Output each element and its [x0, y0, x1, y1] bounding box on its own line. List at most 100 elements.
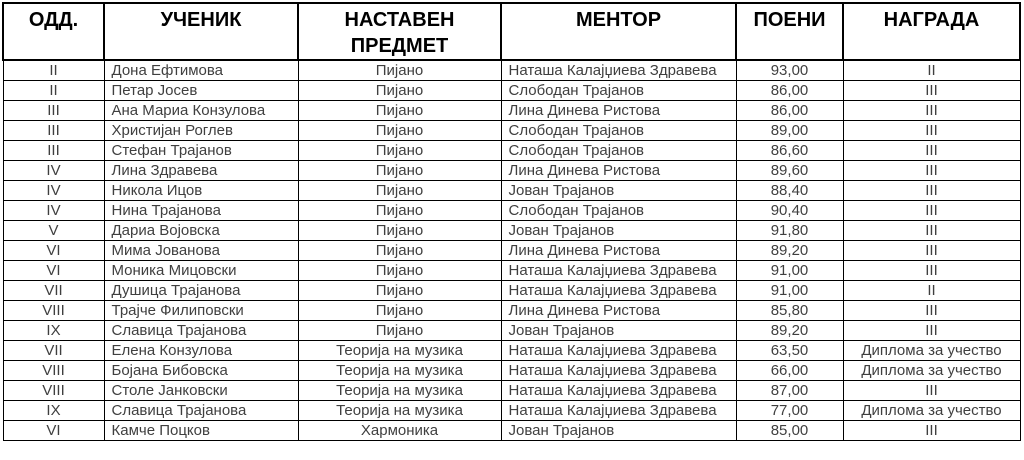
cell-mentor: Лина Динева Ристова [500, 100, 737, 121]
cell-student: Елена Конзулова [103, 340, 299, 361]
cell-grade: IV [2, 200, 105, 221]
cell-mentor: Јован Трајанов [500, 180, 737, 201]
cell-points: 91,00 [735, 260, 844, 281]
cell-points: 86,00 [735, 100, 844, 121]
table-row: V Дариа Војовска Пијано Јован Трајанов 9… [2, 220, 1021, 241]
cell-mentor: Наташа Калајџиева Здравева [500, 59, 737, 81]
cell-points: 89,20 [735, 320, 844, 341]
cell-grade: VI [2, 240, 105, 261]
header-row: ОДД. УЧЕНИК НАСТАВЕН ПРЕДМЕТ МЕНТОР ПОЕН… [2, 2, 1021, 61]
cell-subject: Теорија на музика [297, 340, 502, 361]
cell-student: Столе Јанковски [103, 380, 299, 401]
cell-grade: IV [2, 180, 105, 201]
cell-subject: Пијано [297, 320, 502, 341]
cell-mentor: Лина Динева Ристова [500, 160, 737, 181]
cell-points: 91,80 [735, 220, 844, 241]
cell-grade: IX [2, 400, 105, 421]
cell-points: 90,40 [735, 200, 844, 221]
cell-grade: III [2, 120, 105, 141]
cell-award: III [842, 120, 1021, 141]
table-row: VII Душица Трајанова Пијано Наташа Калај… [2, 280, 1021, 301]
cell-points: 88,40 [735, 180, 844, 201]
cell-award: III [842, 160, 1021, 181]
cell-student: Лина Здравева [103, 160, 299, 181]
cell-subject: Пијано [297, 100, 502, 121]
cell-mentor: Јован Трајанов [500, 220, 737, 241]
cell-student: Душица Трајанова [103, 280, 299, 301]
cell-mentor: Лина Динева Ристова [500, 300, 737, 321]
cell-grade: IX [2, 320, 105, 341]
table-row: IV Никола Ицов Пијано Јован Трајанов 88,… [2, 180, 1021, 201]
table-body: II Дона Ефтимова Пијано Наташа Калајџиев… [2, 59, 1021, 441]
cell-points: 89,00 [735, 120, 844, 141]
cell-grade: VI [2, 420, 105, 441]
cell-grade: III [2, 100, 105, 121]
cell-subject: Хармоника [297, 420, 502, 441]
cell-student: Трајче Филиповски [103, 300, 299, 321]
cell-subject: Пијано [297, 200, 502, 221]
cell-mentor: Наташа Калајџиева Здравева [500, 400, 737, 421]
cell-mentor: Слободан Трајанов [500, 200, 737, 221]
cell-mentor: Јован Трајанов [500, 420, 737, 441]
cell-award: III [842, 240, 1021, 261]
table-row: IX Славица Трајанова Пијано Јован Трајан… [2, 320, 1021, 341]
cell-award: Диплома за учество [842, 400, 1021, 421]
cell-subject: Пијано [297, 220, 502, 241]
cell-student: Камче Поцков [103, 420, 299, 441]
cell-award: III [842, 260, 1021, 281]
cell-points: 87,00 [735, 380, 844, 401]
table-row: III Стефан Трајанов Пијано Слободан Трај… [2, 140, 1021, 161]
cell-student: Славица Трајанова [103, 320, 299, 341]
cell-grade: VIII [2, 300, 105, 321]
cell-award: III [842, 300, 1021, 321]
cell-subject: Пијано [297, 160, 502, 181]
cell-points: 89,20 [735, 240, 844, 261]
cell-points: 89,60 [735, 160, 844, 181]
cell-subject: Пијано [297, 140, 502, 161]
cell-grade: VIII [2, 380, 105, 401]
cell-subject: Пијано [297, 280, 502, 301]
cell-grade: VIII [2, 360, 105, 381]
cell-student: Мима Јованова [103, 240, 299, 261]
cell-mentor: Слободан Трајанов [500, 80, 737, 101]
cell-student: Ана Мариа Конзулова [103, 100, 299, 121]
cell-grade: II [2, 80, 105, 101]
cell-subject: Пијано [297, 59, 502, 81]
cell-mentor: Слободан Трајанов [500, 120, 737, 141]
cell-subject: Пијано [297, 80, 502, 101]
cell-mentor: Наташа Калајџиева Здравева [500, 280, 737, 301]
cell-mentor: Наташа Калајџиева Здравева [500, 340, 737, 361]
cell-award: III [842, 380, 1021, 401]
cell-student: Никола Ицов [103, 180, 299, 201]
cell-student: Христијан Роглев [103, 120, 299, 141]
cell-award: Диплома за учество [842, 360, 1021, 381]
cell-grade: IV [2, 160, 105, 181]
cell-subject: Пијано [297, 120, 502, 141]
cell-mentor: Наташа Калајџиева Здравева [500, 360, 737, 381]
cell-mentor: Лина Динева Ристова [500, 240, 737, 261]
cell-points: 93,00 [735, 59, 844, 81]
cell-grade: V [2, 220, 105, 241]
cell-subject: Теорија на музика [297, 400, 502, 421]
cell-grade: VII [2, 280, 105, 301]
cell-mentor: Наташа Калајџиева Здравева [500, 380, 737, 401]
cell-award: III [842, 180, 1021, 201]
cell-points: 85,00 [735, 420, 844, 441]
cell-award: II [842, 280, 1021, 301]
table-row: VIII Столе Јанковски Теорија на музика Н… [2, 380, 1021, 401]
cell-points: 63,50 [735, 340, 844, 361]
cell-grade: II [2, 59, 105, 81]
table-row: IV Лина Здравева Пијано Лина Динева Рист… [2, 160, 1021, 181]
cell-award: III [842, 420, 1021, 441]
table-row: VIII Трајче Филиповски Пијано Лина Динев… [2, 300, 1021, 321]
cell-points: 91,00 [735, 280, 844, 301]
table-row: IV Нина Трајанова Пијано Слободан Трајан… [2, 200, 1021, 221]
cell-mentor: Слободан Трајанов [500, 140, 737, 161]
cell-award: III [842, 320, 1021, 341]
table-row: III Ана Мариа Конзулова Пијано Лина Дине… [2, 100, 1021, 121]
table-row: IX Славица Трајанова Теорија на музика Н… [2, 400, 1021, 421]
column-header-student: УЧЕНИК [103, 2, 299, 61]
cell-points: 86,60 [735, 140, 844, 161]
cell-grade: VII [2, 340, 105, 361]
cell-grade: VI [2, 260, 105, 281]
